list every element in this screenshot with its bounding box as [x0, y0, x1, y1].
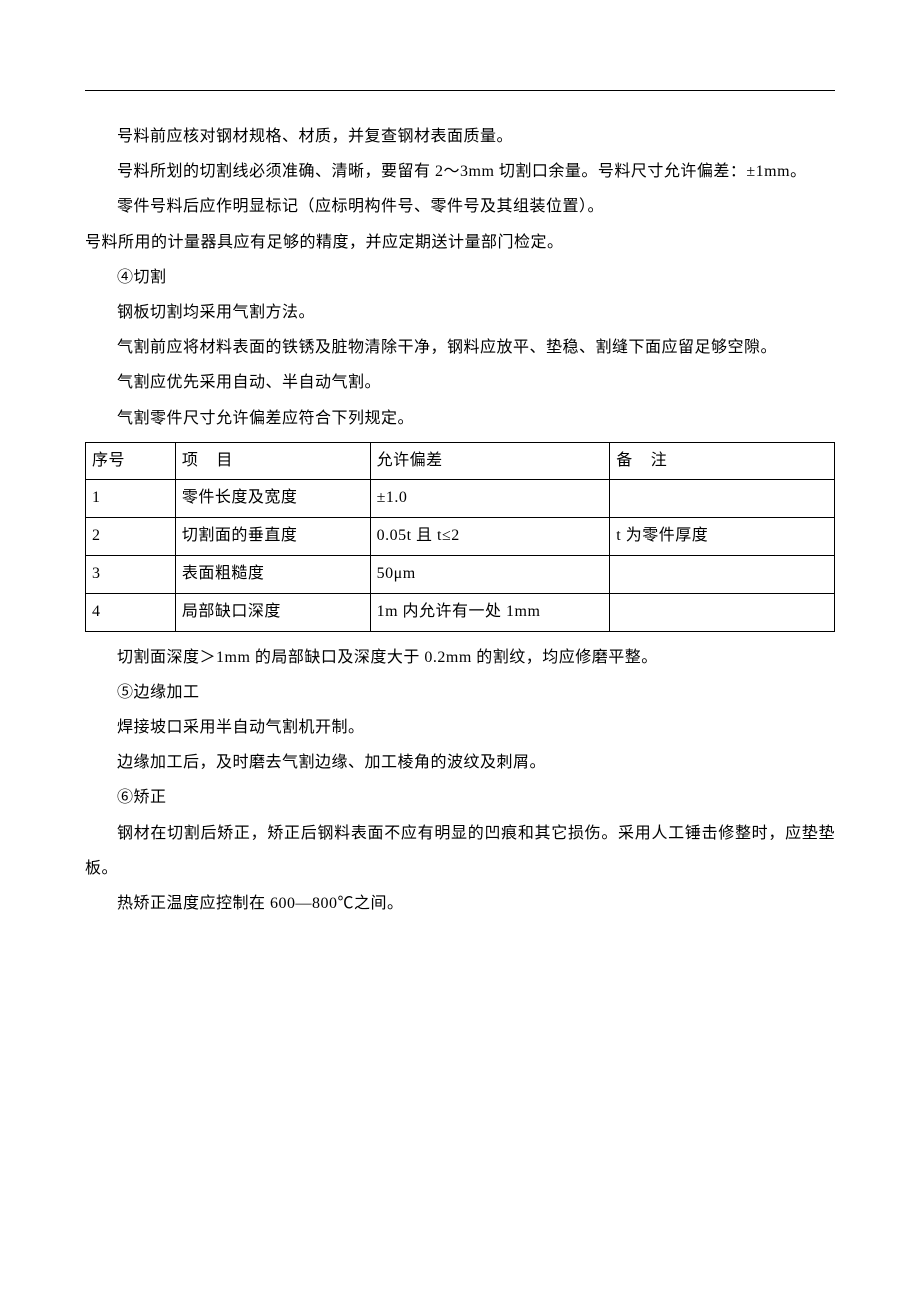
paragraph-11: ⑤边缘加工 [85, 675, 835, 710]
cell-tolerance: 1m 内允许有一处 1mm [370, 593, 610, 631]
paragraph-9: 气割零件尺寸允许偏差应符合下列规定。 [85, 401, 835, 436]
cell-tolerance: ±1.0 [370, 480, 610, 518]
paragraph-5: ④切割 [85, 260, 835, 295]
table-row: 2 切割面的垂直度 0.05t 且 t≤2 t 为零件厚度 [86, 518, 835, 556]
table-header-row: 序号 项 目 允许偏差 备 注 [86, 442, 835, 480]
cell-item: 表面粗糙度 [175, 556, 370, 594]
table-row: 3 表面粗糙度 50μm [86, 556, 835, 594]
cell-seq: 4 [86, 593, 176, 631]
cell-note [610, 556, 835, 594]
cell-note: t 为零件厚度 [610, 518, 835, 556]
paragraph-15: 钢材在切割后矫正，矫正后钢料表面不应有明显的凹痕和其它损伤。采用人工锤击修整时，… [85, 816, 835, 886]
paragraph-4: 号料所用的计量器具应有足够的精度，并应定期送计量部门检定。 [85, 225, 835, 260]
header-note: 备 注 [610, 442, 835, 480]
paragraph-10: 切割面深度＞1mm 的局部缺口及深度大于 0.2mm 的割纹，均应修磨平整。 [85, 640, 835, 675]
cell-item: 零件长度及宽度 [175, 480, 370, 518]
tolerance-table: 序号 项 目 允许偏差 备 注 1 零件长度及宽度 ±1.0 2 切割面的垂直度… [85, 442, 835, 632]
header-tolerance: 允许偏差 [370, 442, 610, 480]
cell-tolerance: 0.05t 且 t≤2 [370, 518, 610, 556]
header-seq: 序号 [86, 442, 176, 480]
cell-tolerance: 50μm [370, 556, 610, 594]
paragraph-1: 号料前应核对钢材规格、材质，并复查钢材表面质量。 [85, 119, 835, 154]
paragraph-14: ⑥矫正 [85, 780, 835, 815]
paragraph-6: 钢板切割均采用气割方法。 [85, 295, 835, 330]
paragraph-7: 气割前应将材料表面的铁锈及脏物清除干净，钢料应放平、垫稳、割缝下面应留足够空隙。 [85, 330, 835, 365]
cell-note [610, 593, 835, 631]
table-row: 1 零件长度及宽度 ±1.0 [86, 480, 835, 518]
paragraph-13: 边缘加工后，及时磨去气割边缘、加工棱角的波纹及刺屑。 [85, 745, 835, 780]
paragraph-2: 号料所划的切割线必须准确、清晰，要留有 2～3mm 切割口余量。号料尺寸允许偏差… [85, 154, 835, 189]
cell-seq: 3 [86, 556, 176, 594]
top-divider [85, 90, 835, 91]
header-item: 项 目 [175, 442, 370, 480]
cell-seq: 1 [86, 480, 176, 518]
cell-item: 切割面的垂直度 [175, 518, 370, 556]
cell-item: 局部缺口深度 [175, 593, 370, 631]
paragraph-16: 热矫正温度应控制在 600—800℃之间。 [85, 886, 835, 921]
cell-seq: 2 [86, 518, 176, 556]
paragraph-8: 气割应优先采用自动、半自动气割。 [85, 365, 835, 400]
table-row: 4 局部缺口深度 1m 内允许有一处 1mm [86, 593, 835, 631]
paragraph-12: 焊接坡口采用半自动气割机开制。 [85, 710, 835, 745]
paragraph-3: 零件号料后应作明显标记（应标明构件号、零件号及其组装位置）。 [85, 189, 835, 224]
cell-note [610, 480, 835, 518]
